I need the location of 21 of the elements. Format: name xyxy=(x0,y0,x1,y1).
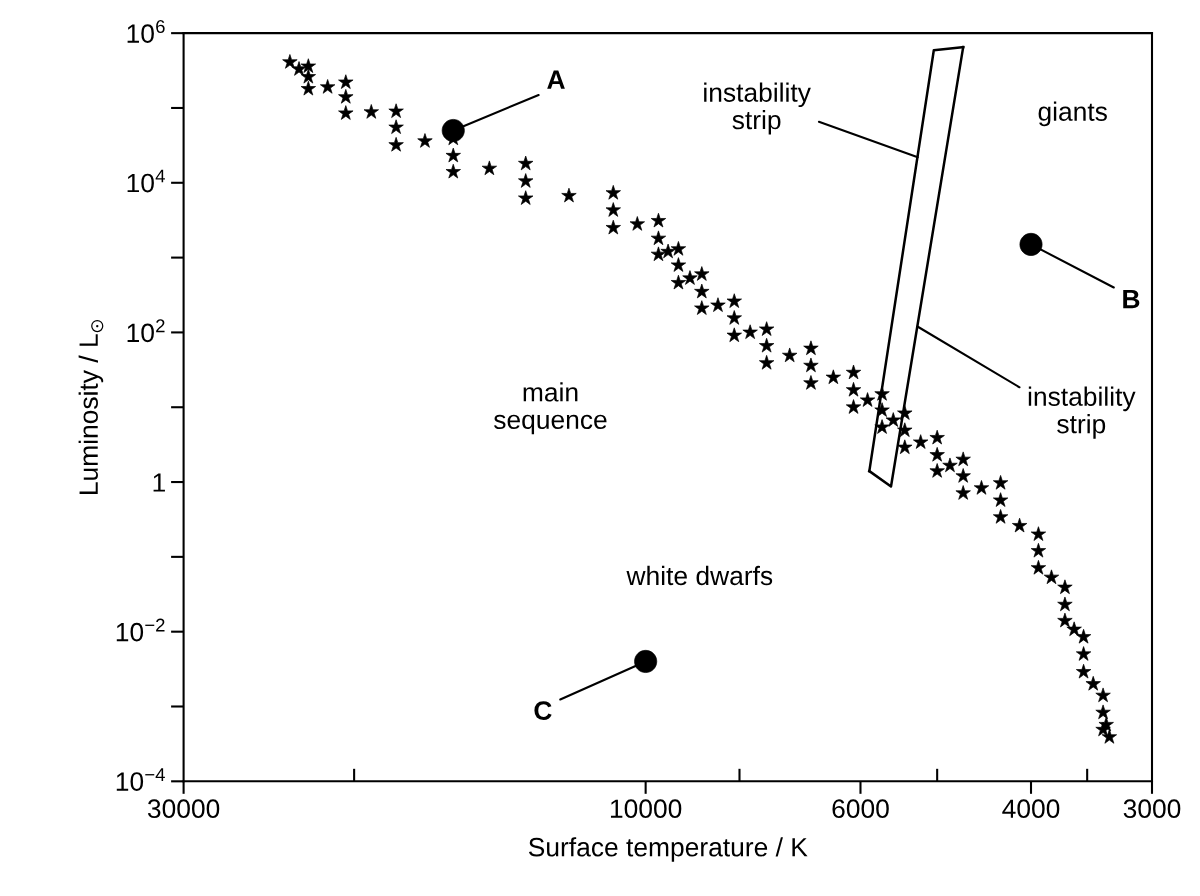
annotation: instability strip xyxy=(704,82,811,135)
x-tick-label: 4000 xyxy=(1002,799,1060,819)
y-tick-label: 10$^{4}$ xyxy=(127,169,165,193)
x-tick-label: 6000 xyxy=(832,799,889,819)
annotation: B xyxy=(1123,290,1140,309)
annotation: C xyxy=(534,701,552,720)
annotation: instability strip xyxy=(1028,386,1136,439)
x-tick-label: 10000 xyxy=(610,799,682,819)
y-axis-title: Luminosity / L$_{⊙}$ xyxy=(78,319,104,494)
x-tick-label: 3000 xyxy=(1123,799,1181,819)
annotation: A xyxy=(547,70,565,89)
y-tick-label: 10$^{6}$ xyxy=(127,20,165,43)
annotation: giants xyxy=(1038,101,1107,127)
y-tick-label: 1 xyxy=(153,473,165,492)
annotation: main sequence xyxy=(494,382,607,435)
y-tick-label: 10$^{−2}$ xyxy=(116,618,165,642)
y-tick-label: 10$^{−4}$ xyxy=(116,768,165,791)
x-axis-title: Surface temperature / K xyxy=(528,837,808,862)
y-tick-label: 10$^{2}$ xyxy=(127,319,165,343)
x-tick-label: 30000 xyxy=(147,799,220,819)
annotation: white dwarfs xyxy=(626,565,773,586)
